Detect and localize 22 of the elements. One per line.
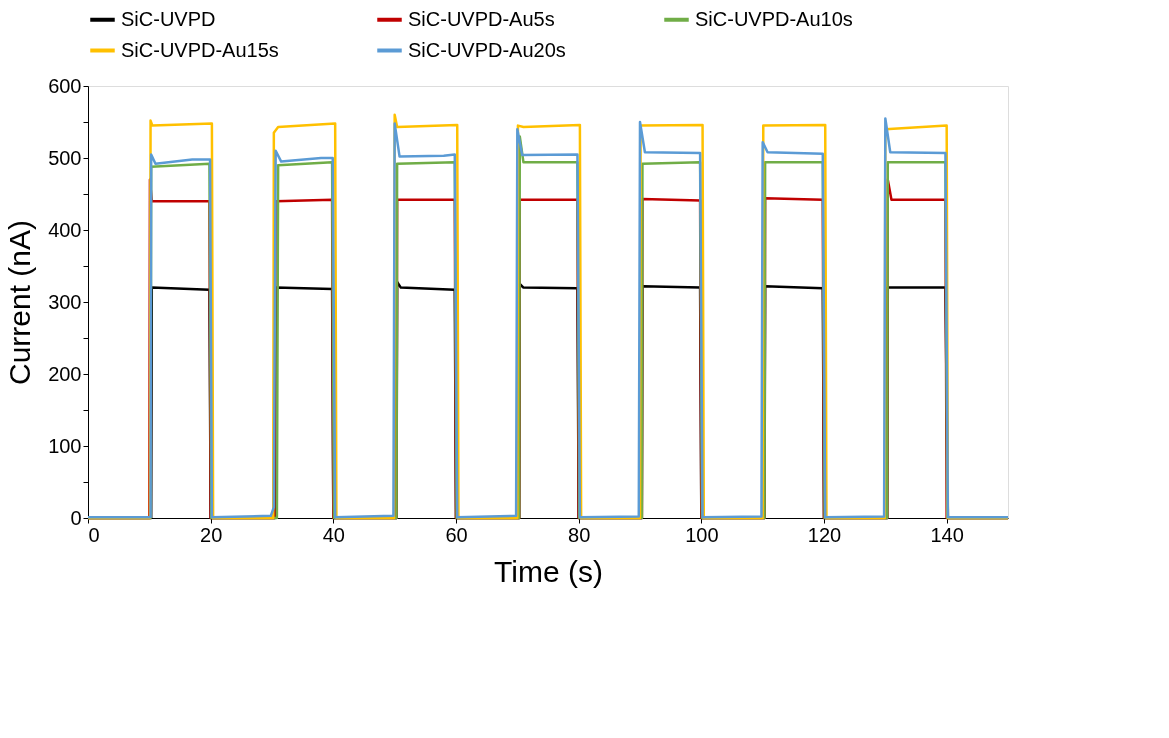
x-tick-label: 0 xyxy=(88,523,100,546)
x-tick-label: 60 xyxy=(445,523,468,546)
legend-label: SiC-UVPD-Au20s xyxy=(408,38,566,61)
y-tick-label: 400 xyxy=(48,218,82,241)
legend-label: SiC-UVPD-Au5s xyxy=(408,7,555,30)
y-tick-label: 100 xyxy=(48,434,82,457)
legend-label: SiC-UVPD-Au10s xyxy=(695,7,853,30)
legend-label: SiC-UVPD xyxy=(121,7,216,30)
y-tick-label: 600 xyxy=(48,74,82,97)
y-tick-label: 200 xyxy=(48,362,82,385)
x-tick-label: 40 xyxy=(322,523,345,546)
x-tick-label: 120 xyxy=(807,523,842,546)
y-tick-label: 300 xyxy=(48,290,82,313)
y-axis-title: Current (nA) xyxy=(3,219,37,386)
x-axis-title: Time (s) xyxy=(494,554,603,588)
x-tick-label: 140 xyxy=(930,523,964,546)
legend-label: SiC-UVPD-Au15s xyxy=(121,38,279,61)
x-tick-label: 100 xyxy=(685,523,719,546)
x-tick-label: 20 xyxy=(200,523,223,546)
x-tick-label: 80 xyxy=(568,523,591,546)
y-tick-label: 500 xyxy=(48,146,82,169)
y-tick-label: 0 xyxy=(70,506,82,529)
